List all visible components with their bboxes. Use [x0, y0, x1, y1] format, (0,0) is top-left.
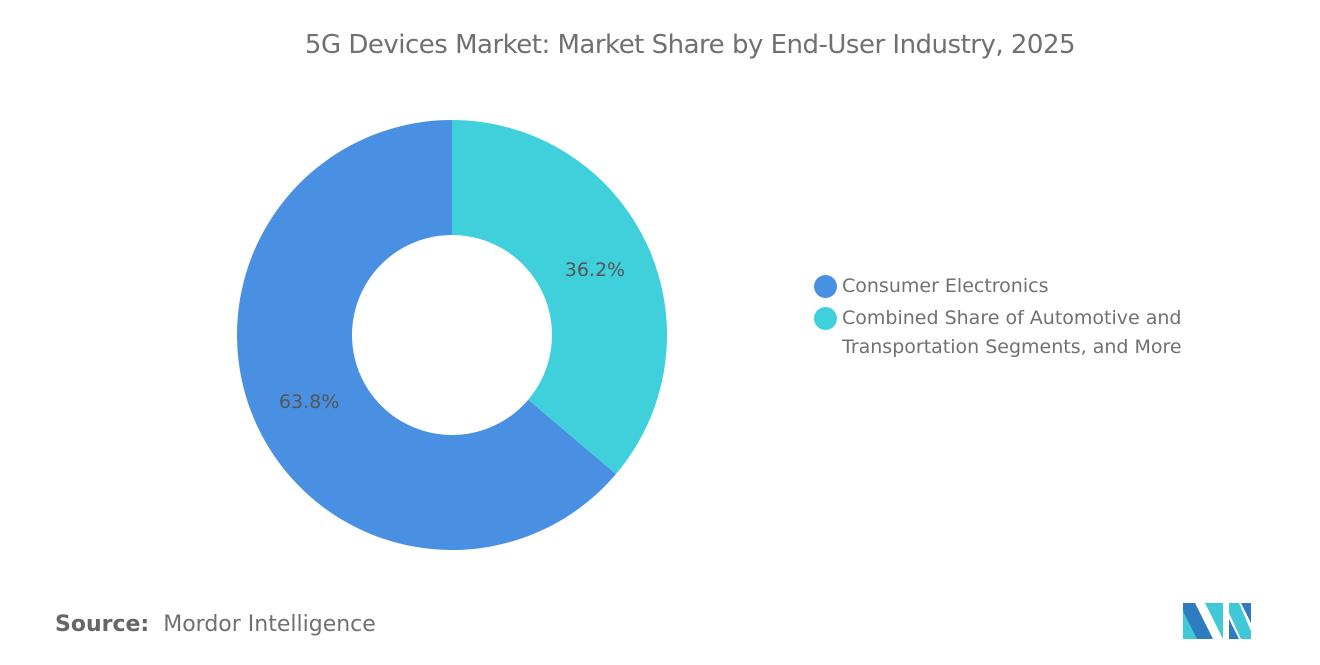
data-label-1: 63.8% [279, 391, 339, 413]
legend-label: Combined Share of Automotive and Transpor… [842, 304, 1182, 362]
legend-label-line2: Transportation Segments, and More [842, 336, 1182, 358]
source-label: Source: [55, 612, 150, 637]
source-note: Source: Mordor Intelligence [55, 612, 376, 637]
legend-item-combined-share: Combined Share of Automotive and Transpor… [814, 304, 1182, 362]
legend-item-consumer-electronics: Consumer Electronics [814, 272, 1182, 301]
legend-swatch [814, 307, 837, 330]
chart-title: 5G Devices Market: Market Share by End-U… [304, 30, 1076, 60]
legend-label: Consumer Electronics [842, 275, 1049, 297]
legend-swatch [814, 275, 837, 298]
donut-slice-0 [452, 120, 667, 475]
legend-label-line1: Combined Share of Automotive and [842, 307, 1182, 329]
data-label-0: 36.2% [565, 259, 625, 281]
donut-slice-1 [236, 120, 616, 550]
legend: Consumer Electronics Combined Share of A… [814, 272, 1182, 365]
source-value: Mordor Intelligence [163, 612, 376, 637]
mordor-logo [1183, 603, 1251, 639]
